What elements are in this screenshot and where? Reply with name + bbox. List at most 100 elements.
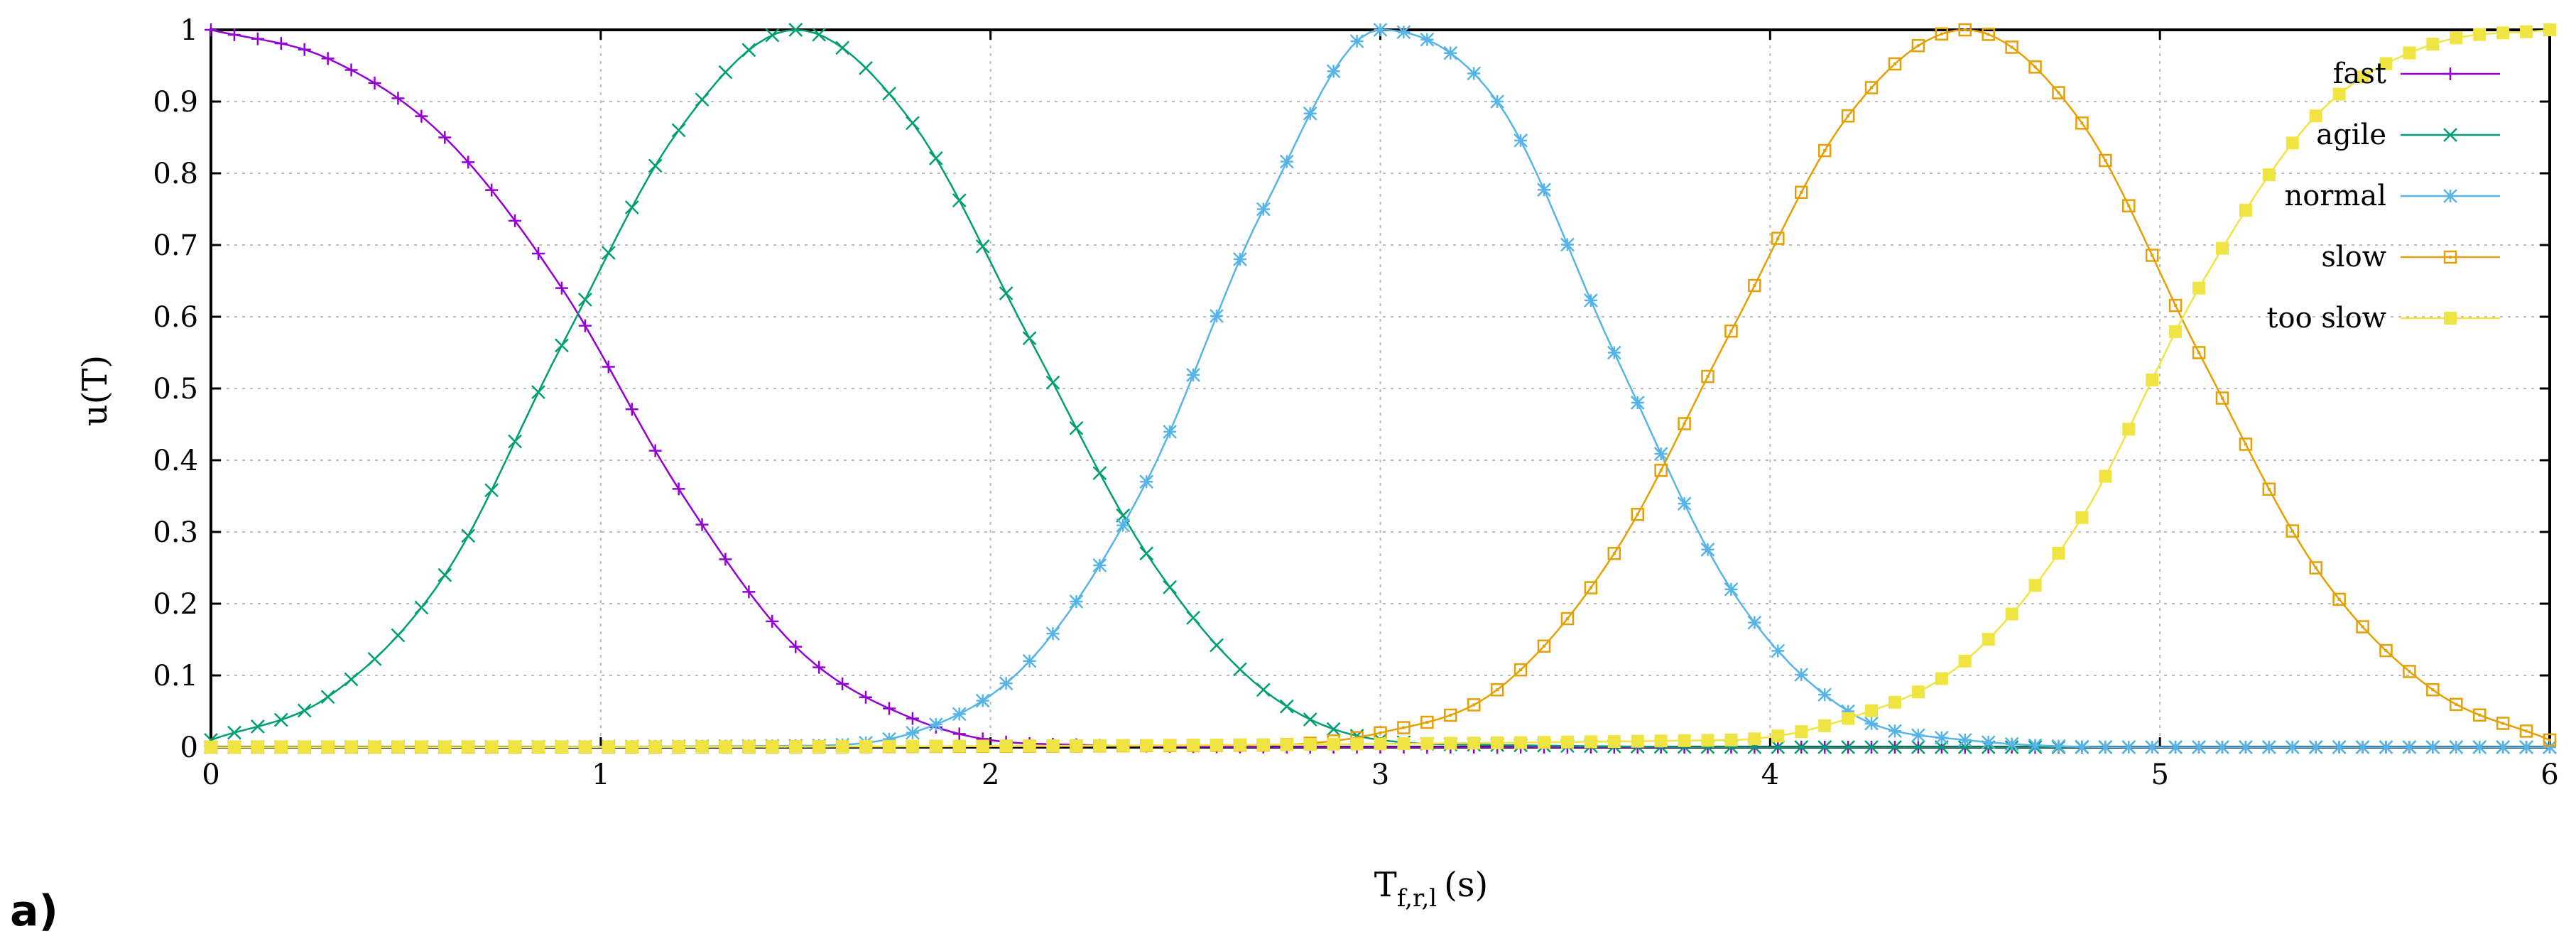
data-point-slow (1864, 81, 1879, 94)
data-point-fast (882, 702, 896, 715)
data-point-slow (1537, 639, 1551, 653)
data-point-too-slow (1116, 739, 1130, 752)
data-point-too-slow (2403, 46, 2416, 60)
data-point-normal (1467, 66, 1482, 81)
data-point-slow (1490, 683, 1504, 697)
data-point-slow (1607, 547, 1621, 560)
data-point-normal (1303, 106, 1317, 121)
data-point-too-slow (1023, 739, 1036, 753)
data-point-agile (391, 628, 406, 643)
data-point-normal (2285, 740, 2300, 754)
legend-label-too-slow: too slow (2266, 302, 2386, 335)
data-point-too-slow (2473, 28, 2487, 41)
data-point-agile (1279, 699, 1294, 714)
data-point-normal (1794, 668, 1809, 682)
data-point-normal (1560, 237, 1575, 252)
y-tick-label: 0.4 (153, 445, 198, 477)
data-point-slow (2052, 86, 2065, 99)
data-point-normal (975, 693, 990, 708)
data-point-agile (624, 200, 639, 214)
data-point-too-slow (2215, 241, 2229, 255)
data-point-agile (1256, 683, 1271, 697)
data-point-too-slow (719, 740, 732, 754)
data-point-slow (1748, 278, 1761, 293)
data-point-too-slow (1514, 736, 1528, 749)
data-point-normal (1724, 582, 1739, 597)
data-point-too-slow (2005, 607, 2018, 621)
data-point-normal (1279, 154, 1294, 169)
data-point-agile (1888, 740, 1902, 754)
data-point-too-slow (1350, 737, 1364, 751)
data-point-fast (602, 360, 615, 374)
data-point-normal (2075, 739, 2089, 754)
data-point-fast (555, 281, 568, 295)
data-point-too-slow (625, 740, 638, 754)
y-tick-label: 0.5 (153, 373, 198, 406)
data-point-too-slow (789, 740, 803, 754)
data-point-too-slow (999, 739, 1013, 753)
data-point-too-slow (2122, 423, 2136, 436)
data-point-fast (344, 63, 358, 77)
data-point-slow (1888, 57, 1902, 71)
data-point-slow (2262, 482, 2276, 496)
data-point-normal (2192, 740, 2206, 754)
data-point-too-slow (1678, 734, 1691, 747)
data-point-agile (577, 293, 592, 307)
data-point-agile (648, 158, 663, 173)
x-tick-label: 2 (982, 759, 999, 791)
data-point-too-slow (2332, 87, 2346, 101)
data-point-normal (1747, 615, 1762, 630)
data-point-agile (1045, 375, 1060, 390)
data-point-too-slow (555, 740, 568, 754)
data-point-too-slow (1491, 736, 1504, 749)
x-tick-label: 6 (2540, 759, 2558, 791)
data-point-too-slow (695, 740, 709, 754)
data-point-too-slow (1093, 739, 1107, 752)
data-point-fast (766, 614, 779, 628)
data-point-normal (2355, 740, 2370, 754)
data-point-too-slow (2028, 579, 2042, 592)
data-point-normal (1888, 724, 1902, 739)
data-point-fast (298, 43, 311, 56)
legend-marker-slow (2443, 250, 2457, 264)
data-point-too-slow (813, 740, 826, 754)
data-point-normal (1700, 542, 1715, 557)
data-point-too-slow (1842, 712, 1855, 725)
x-axis-ticks: 0 1 2 3 4 5 6 (202, 30, 2559, 791)
data-point-too-slow (672, 740, 685, 754)
y-tick-label: 0.6 (153, 301, 198, 334)
data-point-fast (321, 52, 335, 65)
legend-entry-too-slow: too slow (2266, 302, 2500, 335)
data-point-agile (1794, 740, 1809, 754)
data-point-too-slow (1935, 672, 1948, 685)
legend-label-normal: normal (2284, 180, 2386, 212)
data-point-agile (461, 528, 476, 543)
data-point-normal (1583, 293, 1598, 308)
data-point-normal (1911, 728, 1925, 743)
legend-marker-too-slow (2444, 312, 2457, 325)
data-point-normal (2519, 740, 2533, 754)
data-point-agile (1303, 712, 1317, 727)
data-point-slow (2472, 708, 2487, 722)
data-point-too-slow (1233, 738, 1246, 751)
data-point-agile (297, 703, 312, 718)
data-point-normal (1256, 202, 1271, 217)
x-tick-label: 5 (2151, 759, 2168, 791)
data-point-normal (2168, 740, 2183, 754)
data-point-too-slow (766, 740, 779, 754)
data-point-agile (484, 483, 499, 498)
series-layer (204, 23, 2557, 754)
legend-entry-normal: normal (2284, 180, 2500, 212)
data-point-too-slow (321, 740, 335, 754)
data-point-slow (1724, 324, 1738, 338)
data-point-slow (1958, 23, 1972, 37)
data-point-agile (1771, 740, 1786, 754)
data-point-normal (1326, 64, 1341, 79)
data-point-too-slow (532, 740, 545, 754)
data-point-agile (438, 567, 452, 582)
data-point-too-slow (2099, 469, 2112, 483)
data-point-agile (508, 434, 522, 449)
data-point-normal (2051, 739, 2066, 754)
data-point-too-slow (1420, 737, 1434, 750)
data-point-too-slow (1607, 735, 1621, 749)
